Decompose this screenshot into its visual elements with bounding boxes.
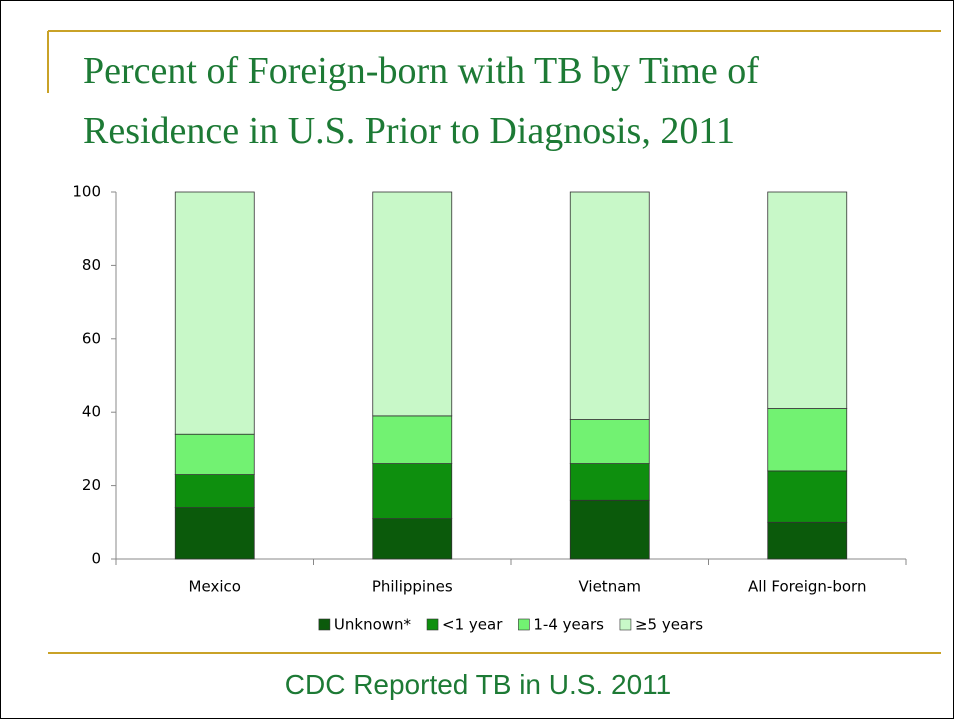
bar-segment: [767, 191, 848, 409]
footer: CDC Reported TB in U.S. 2011: [284, 669, 672, 700]
bar-segment: [767, 470, 848, 523]
legend-marker: [426, 618, 439, 631]
x-tick-label: Mexico: [189, 578, 241, 596]
y-tick-label: 100: [72, 183, 101, 201]
bar-segment: [372, 463, 453, 520]
legend-label: ≥5 years: [635, 616, 703, 634]
y-tick-label: 20: [82, 476, 101, 494]
bar-segment: [569, 419, 650, 464]
bar-segment: [174, 433, 255, 475]
legend-marker: [518, 618, 530, 631]
legend-marker: [619, 618, 632, 631]
y-tick-label: 0: [91, 550, 101, 568]
bar-segment: [569, 499, 650, 560]
bar-segment: [569, 463, 650, 501]
bar-segment: [372, 518, 453, 560]
legend-label: Unknown*: [334, 616, 412, 634]
bar-segment: [767, 408, 848, 472]
bar-segment: [174, 474, 255, 509]
x-tick-label: Vietnam: [578, 578, 641, 596]
legend-marker: [318, 618, 331, 631]
x-tick-label: All Foreign-born: [748, 578, 866, 596]
y-tick-label: 40: [82, 403, 101, 421]
bar-segment: [569, 191, 650, 420]
bar-segment: [174, 507, 255, 560]
bar-segment: [174, 191, 255, 435]
x-tick-label: Philippines: [372, 578, 453, 596]
bar-segment: [372, 415, 453, 464]
y-tick-label: 60: [82, 329, 101, 347]
legend-label: <1 year: [442, 616, 503, 634]
legend-label: 1-4 years: [533, 616, 604, 634]
y-tick-label: 80: [82, 256, 101, 274]
bar-segment: [372, 191, 453, 417]
bar-segment: [767, 521, 848, 560]
chart-title: Percent of Foreign-born with TB by Time …: [83, 50, 759, 152]
